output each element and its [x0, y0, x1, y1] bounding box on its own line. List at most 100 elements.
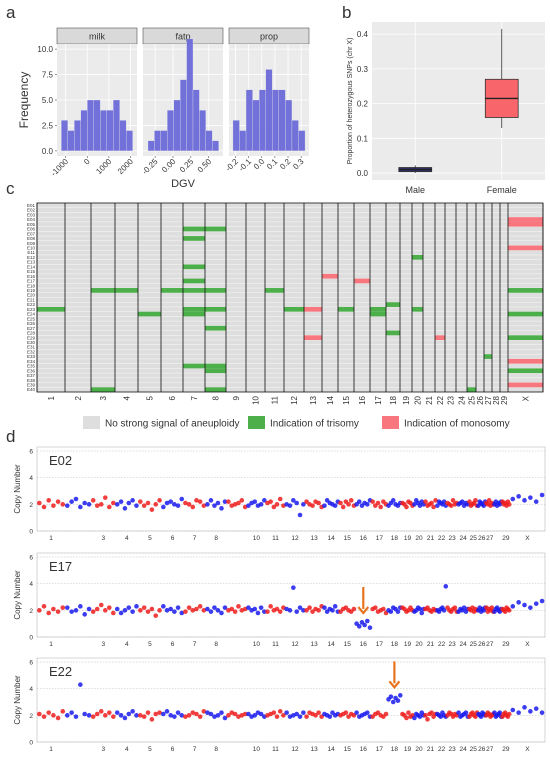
heatmap-cell	[467, 387, 476, 392]
copy-number-point	[186, 502, 192, 507]
x-tick-label: 11	[272, 641, 279, 648]
copy-number-point	[443, 584, 449, 589]
copy-number-point	[343, 710, 349, 715]
copy-number-point	[64, 503, 70, 508]
copy-number-point	[431, 504, 436, 510]
copy-number-point	[390, 498, 396, 503]
copy-number-point	[190, 710, 196, 715]
histogram-bar	[61, 120, 68, 152]
heatmap-cell	[412, 254, 423, 260]
copy-number-point	[149, 717, 155, 722]
copy-number-point	[141, 503, 147, 508]
plot-background	[36, 657, 546, 743]
copy-number-point	[205, 606, 210, 612]
copy-number-point	[274, 714, 280, 719]
copy-number-point	[41, 714, 47, 719]
x-tick-label: 18	[391, 535, 399, 542]
row-label: E39	[27, 383, 36, 388]
heatmap-cell	[205, 306, 226, 312]
copy-number-point	[168, 713, 173, 718]
x-tick-label: 4	[125, 641, 129, 648]
copy-number-point	[222, 715, 228, 721]
heatmap-cell	[435, 335, 445, 341]
heatmap-cell	[115, 288, 138, 293]
column-label: 22	[436, 395, 445, 404]
copy-number-point	[168, 606, 173, 612]
x-tick-label: 15	[344, 641, 352, 648]
copy-number-point	[122, 715, 128, 721]
copy-number-point	[473, 498, 478, 503]
copy-number-point	[60, 709, 66, 714]
column-label: 6	[168, 395, 177, 400]
copy-number-point	[118, 499, 124, 504]
x-tick-label: 7	[193, 641, 197, 648]
copy-number-point	[262, 609, 267, 614]
heatmap-cell	[183, 264, 205, 270]
copy-number-point	[441, 608, 447, 613]
heatmap-cell	[304, 335, 322, 341]
copy-number-point	[528, 495, 533, 500]
copy-number-point	[122, 506, 128, 511]
heatmap-cell	[338, 306, 354, 312]
heatmap-cell	[508, 288, 543, 293]
row-label: E40	[27, 387, 36, 392]
copy-number-point	[473, 714, 478, 719]
copy-number-point	[252, 499, 258, 504]
copy-number-point	[157, 710, 162, 715]
copy-number-point	[316, 710, 321, 715]
copy-number-point	[246, 605, 251, 610]
x-tick-label: 0.2	[278, 157, 293, 172]
histogram-bar	[154, 130, 162, 152]
copy-number-point	[294, 609, 299, 614]
histogram-bar	[100, 110, 107, 152]
copy-number-point	[539, 710, 545, 715]
copy-number-point	[388, 609, 394, 614]
copy-number-point	[448, 503, 454, 508]
copy-number-point	[41, 504, 47, 510]
histogram-bar	[93, 99, 101, 152]
x-tick-label: 4	[125, 746, 129, 753]
copy-number-point	[239, 498, 245, 503]
x-tick-label: 20	[415, 746, 423, 753]
x-tick-label: 0.50	[196, 157, 214, 175]
y-axis-label: Frequency	[17, 72, 31, 129]
heatmap-cell	[284, 306, 304, 312]
row-label: E26	[27, 321, 36, 326]
x-tick-label: 15	[344, 535, 352, 542]
copy-number-point	[205, 710, 210, 715]
copy-number-point	[452, 605, 458, 610]
y-tick-label: 0	[29, 740, 33, 747]
y-tick-label: 5.0	[42, 96, 54, 105]
copy-number-point	[381, 606, 386, 612]
copy-number-point	[145, 710, 151, 715]
x-tick-label: 11	[272, 746, 279, 753]
copy-number-point	[208, 498, 214, 503]
copy-number-point	[301, 502, 306, 507]
row-label: E09	[27, 241, 36, 246]
copy-number-point	[194, 498, 199, 503]
histogram-bar	[291, 120, 299, 152]
y-axis-label: Copy Number	[13, 570, 22, 620]
copy-number-point	[130, 709, 135, 714]
row-label: E20	[27, 293, 36, 298]
copy-number-point	[316, 500, 321, 506]
y-tick-label: 0.3	[357, 65, 369, 74]
copy-number-point	[126, 711, 132, 717]
copy-number-point	[274, 606, 280, 612]
copy-number-point	[297, 512, 303, 518]
copy-number-point	[297, 714, 303, 719]
copy-number-point	[215, 608, 221, 613]
x-tick-label: 24	[460, 746, 468, 753]
x-tick-label: 27	[486, 535, 494, 542]
copy-number-point	[122, 608, 128, 613]
x-tick-label: 20	[415, 535, 423, 542]
copy-number-point	[212, 714, 217, 719]
column-label: 24	[458, 395, 467, 404]
copy-number-point	[118, 610, 124, 616]
x-tick-label: 16	[360, 746, 368, 753]
copy-number-point	[37, 711, 42, 717]
heatmap-cell	[205, 387, 226, 392]
x-tick-label: 14	[328, 535, 336, 542]
copy-number-point	[346, 502, 351, 507]
row-label: E01	[27, 203, 36, 208]
